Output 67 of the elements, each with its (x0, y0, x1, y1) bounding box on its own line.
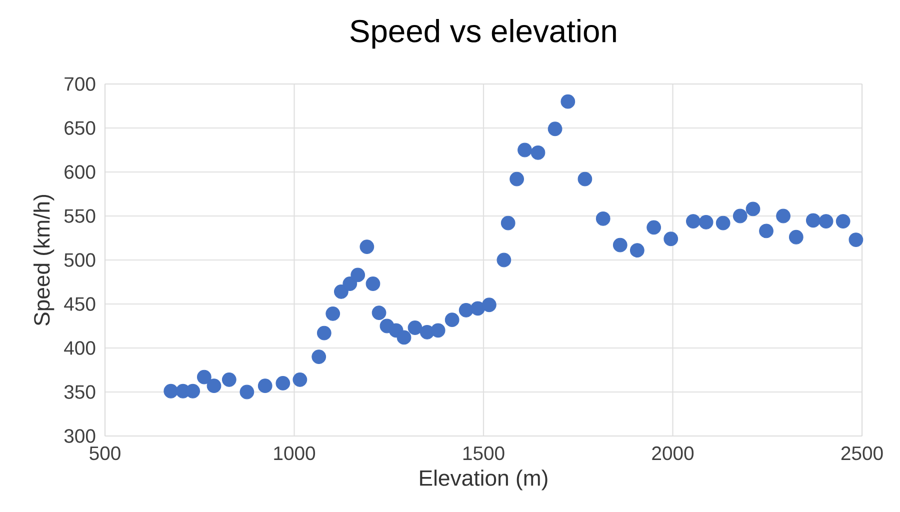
point (806, 213, 820, 228)
y-tick-label: 650 (64, 121, 96, 135)
point (630, 243, 644, 258)
point (444, 312, 460, 328)
x-tick-label: 1000 (274, 446, 316, 460)
point (560, 94, 576, 109)
y-tick-label: 400 (64, 341, 96, 355)
point (372, 306, 386, 320)
point (276, 376, 290, 390)
point (470, 301, 486, 316)
y-tick-label: 700 (64, 77, 96, 91)
point (196, 370, 212, 384)
point (716, 216, 730, 230)
point (206, 378, 222, 394)
point (848, 232, 864, 247)
x-tick-label: 2500 (841, 446, 883, 460)
x-tick-label: 500 (90, 446, 120, 460)
y-tick-label: 600 (64, 165, 96, 179)
point (258, 378, 272, 394)
point (818, 214, 834, 228)
point (518, 142, 532, 158)
point (530, 145, 546, 160)
point (500, 216, 516, 230)
y-tick-label: 500 (64, 253, 96, 267)
y-tick-label: 350 (64, 385, 96, 399)
point (746, 202, 760, 216)
point (548, 122, 562, 136)
point (396, 330, 412, 345)
point (360, 240, 374, 254)
point (776, 208, 790, 224)
x-tick-label: 2000 (652, 446, 694, 460)
point (458, 302, 474, 318)
point (334, 284, 348, 299)
point (596, 211, 610, 226)
point (240, 384, 254, 400)
point (698, 214, 714, 230)
point (292, 372, 308, 387)
point (759, 224, 774, 238)
point (664, 232, 678, 246)
point (326, 306, 340, 321)
chart-title: Speed vs elevation (350, 18, 616, 49)
y-tick-label: 450 (64, 297, 96, 311)
point (164, 384, 178, 398)
point (510, 172, 524, 186)
point (686, 214, 700, 228)
x-tick-label: 1500 (463, 446, 504, 460)
y-tick-label: 300 (64, 429, 96, 443)
point (646, 220, 662, 235)
x-axis-title: Elevation (m) (420, 470, 548, 490)
y-tick-label: 550 (64, 209, 96, 223)
point (350, 268, 366, 282)
point (342, 276, 358, 291)
point (578, 172, 592, 186)
y-axis-title: Speed (km/h) (34, 194, 54, 326)
point (366, 276, 380, 291)
point (186, 384, 200, 398)
point (482, 298, 496, 312)
point (430, 323, 446, 338)
point (788, 230, 804, 244)
point (316, 326, 332, 340)
point (496, 252, 512, 268)
point (836, 214, 850, 228)
point (408, 320, 422, 335)
point (312, 350, 326, 364)
point (612, 238, 628, 252)
point (222, 372, 236, 387)
point (732, 208, 748, 224)
